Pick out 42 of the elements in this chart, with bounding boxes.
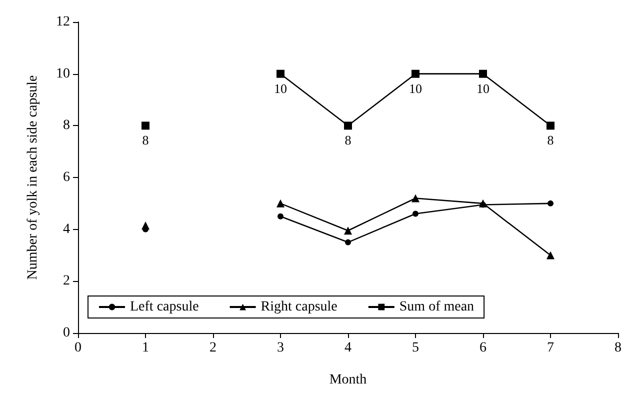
data-label: 8 — [142, 132, 149, 148]
x-tick-label: 5 — [412, 340, 419, 356]
x-tick-label: 7 — [547, 340, 554, 356]
data-label: 10 — [409, 80, 422, 96]
x-tick-label: 0 — [74, 340, 82, 356]
point — [546, 251, 554, 260]
legend-label: Right capsule — [260, 300, 338, 314]
x-tick-label: 8 — [614, 340, 622, 356]
y-axis-title: Number of yolk in each side capsule — [26, 75, 40, 280]
point — [344, 226, 352, 235]
y-tick-label: 6 — [63, 170, 70, 185]
point — [344, 122, 352, 130]
legend-label: Left capsule — [130, 300, 199, 314]
point — [142, 221, 150, 230]
x-axis-title: Month — [329, 372, 367, 388]
point — [412, 70, 420, 78]
y-tick-label: 12 — [56, 14, 70, 30]
point — [412, 194, 420, 202]
point — [345, 239, 351, 246]
point — [278, 213, 284, 220]
data-label: 8 — [344, 132, 352, 148]
x-tick-label: 4 — [344, 340, 352, 356]
x-tick-label: 2 — [210, 340, 216, 356]
data-label: 10 — [476, 80, 490, 96]
data-label: 10 — [274, 80, 287, 96]
point — [546, 122, 554, 130]
point — [276, 70, 284, 78]
y-tick-label: 10 — [56, 66, 70, 82]
x-tick-label: 1 — [142, 340, 149, 356]
x-tick-label: 3 — [277, 340, 284, 356]
data-label: 8 — [547, 132, 554, 148]
x-tick-label: 6 — [480, 340, 486, 356]
y-tick-label: 4 — [63, 222, 70, 237]
legend-label: Sum of mean — [399, 300, 474, 314]
y-tick-label: 0 — [63, 326, 70, 340]
point — [276, 199, 284, 208]
point — [548, 200, 554, 206]
point — [412, 210, 418, 217]
point — [142, 122, 150, 130]
y-tick-label: 2 — [63, 274, 70, 289]
y-tick-label: 8 — [63, 118, 70, 134]
point — [479, 70, 487, 78]
